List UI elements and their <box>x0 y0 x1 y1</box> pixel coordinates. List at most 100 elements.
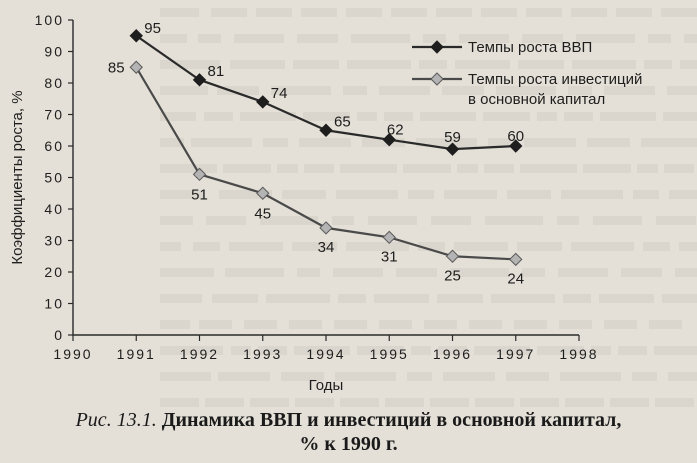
y-tick-label: 10 <box>44 296 64 312</box>
bleed-through-stroke <box>160 320 190 329</box>
bleed-through-stroke <box>522 34 563 43</box>
data-point <box>192 73 207 87</box>
bleed-through-stroke <box>418 242 445 251</box>
bleed-through-stroke <box>160 112 196 121</box>
bleed-through-stroke <box>520 398 559 407</box>
data-label: 34 <box>318 239 335 256</box>
bleed-through-stroke <box>266 294 330 303</box>
data-label: 25 <box>444 267 461 284</box>
data-label: 31 <box>381 248 398 265</box>
bleed-through-stroke <box>379 320 412 329</box>
bleed-through-stroke <box>347 60 411 69</box>
bleed-through-stroke <box>340 398 379 407</box>
bleed-through-stroke <box>282 190 326 199</box>
y-tick-label: 60 <box>44 138 64 154</box>
bleed-through-stroke <box>633 190 659 199</box>
bleed-through-stroke <box>160 34 187 43</box>
bleed-through-stroke <box>664 164 694 173</box>
data-label: 60 <box>507 128 524 145</box>
bleed-through-stroke <box>256 8 292 17</box>
data-point <box>319 221 333 235</box>
bleed-through-stroke <box>648 34 671 43</box>
data-label: 65 <box>334 113 351 130</box>
bleed-through-stroke <box>537 112 557 121</box>
bleed-through-stroke <box>338 294 366 303</box>
bleed-through-stroke <box>680 60 697 69</box>
bleed-through-stroke <box>604 320 637 329</box>
data-label: 62 <box>387 122 404 139</box>
bleed-through-stroke <box>469 320 502 329</box>
bleed-through-stroke <box>229 242 283 251</box>
bleed-through-stroke <box>299 138 351 147</box>
x-tick-label: 1992 <box>180 346 219 362</box>
bleed-through-stroke <box>443 372 495 381</box>
legend: Темпы роста ВВП Темпы роста инвестиций в о… <box>412 39 642 108</box>
x-axis-title: Годы <box>309 377 344 394</box>
bleed-through-stroke <box>416 138 477 147</box>
bleed-through-stroke <box>379 86 430 95</box>
bleed-through-stroke <box>396 268 437 277</box>
bleed-through-stroke <box>357 346 404 355</box>
x-tick-label: 1996 <box>433 346 472 362</box>
bleed-through-stroke <box>663 112 697 121</box>
bleed-through-stroke <box>526 8 562 17</box>
data-point <box>129 60 143 74</box>
legend-marker-gdp <box>430 40 444 54</box>
bleed-through-stroke <box>346 242 409 251</box>
legend-marker-investment <box>430 72 444 86</box>
bleed-through-stroke <box>385 398 424 407</box>
bleed-through-stroke <box>514 320 547 329</box>
bleed-through-stroke <box>564 112 593 121</box>
bleed-through-stroke <box>474 346 530 355</box>
bleed-through-stroke <box>616 8 652 17</box>
line-chart: 0 10 20 30 40 50 60 70 80 90 100 1990 1991 1992 1993 19… <box>9 12 642 394</box>
bleed-through-stroke <box>437 294 483 303</box>
bleed-through-stroke <box>571 8 607 17</box>
bleed-through-stroke <box>336 190 398 199</box>
y-tick-label: 90 <box>44 44 64 60</box>
bleed-through-stroke <box>431 216 471 225</box>
data-label: 81 <box>208 63 225 80</box>
bleed-through-stroke <box>160 164 217 173</box>
bleed-through-stroke <box>430 398 469 407</box>
bleed-through-stroke <box>485 216 543 225</box>
x-tick-label: 1995 <box>370 346 409 362</box>
bleed-through-stroke <box>522 268 545 277</box>
figure-caption-line2: % к 1990 г. <box>0 433 697 455</box>
bleed-through-stroke <box>420 112 476 121</box>
bleed-through-stroke <box>332 216 354 225</box>
data-label: 59 <box>444 129 461 146</box>
bleed-through-stroke <box>211 8 247 17</box>
bleed-through-stroke <box>557 216 579 225</box>
bleed-through-stroke <box>483 112 530 121</box>
bleed-through-stroke <box>217 86 259 95</box>
bleed-through-stroke <box>423 34 446 43</box>
bleed-through-stroke <box>517 242 562 251</box>
bleed-through-stroke <box>160 86 208 95</box>
data-point <box>382 230 396 245</box>
x-tick-label: 1994 <box>306 346 345 362</box>
bleed-through-stroke <box>258 346 287 355</box>
bleed-through-stroke <box>572 60 636 69</box>
data-label: 24 <box>507 270 524 287</box>
bleed-through-stroke <box>459 34 509 43</box>
bleed-through-stroke <box>160 190 205 199</box>
data-point <box>445 142 460 156</box>
bleed-through-stroke <box>518 60 564 69</box>
bleed-through-stroke <box>303 112 350 121</box>
y-axis-title: Коэффициенты роста, % <box>9 90 26 264</box>
bleed-through-stroke <box>368 216 417 225</box>
bleed-through-stroke <box>244 320 277 329</box>
bleed-through-stroke <box>240 112 296 121</box>
bleed-through-stroke <box>271 86 331 95</box>
bleed-through-stroke <box>436 8 472 17</box>
bleed-through-stroke <box>684 34 697 43</box>
series-2: 85 51 45 34 31 25 24 <box>108 59 524 287</box>
bleed-through-stroke <box>231 346 251 355</box>
legend-label-gdp: Темпы роста ВВП <box>468 39 592 56</box>
bleed-through-stroke <box>621 268 662 277</box>
bleed-through-stroke <box>488 138 513 147</box>
data-point <box>509 139 523 153</box>
bleed-through-stroke <box>218 372 270 381</box>
